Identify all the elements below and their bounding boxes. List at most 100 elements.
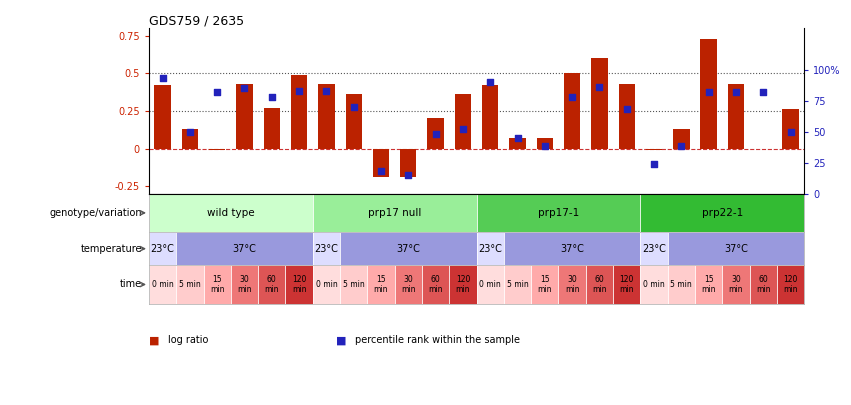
Bar	[176, 232, 313, 265]
Bar	[368, 265, 395, 304]
Bar	[258, 265, 285, 304]
Point	[320, 87, 334, 94]
Bar	[340, 265, 368, 304]
Text: time: time	[120, 279, 142, 290]
Bar	[504, 232, 641, 265]
Text: 15
min: 15 min	[210, 275, 225, 294]
Text: 60
min: 60 min	[756, 275, 770, 294]
Text: 60
min: 60 min	[428, 275, 443, 294]
Text: temperature: temperature	[81, 244, 142, 254]
Bar	[564, 73, 580, 149]
Point	[565, 94, 579, 100]
Point	[156, 75, 169, 81]
Bar	[537, 138, 553, 149]
Bar	[673, 129, 689, 149]
Text: 23°C: 23°C	[478, 244, 502, 254]
Text: 15
min: 15 min	[538, 275, 552, 294]
Bar	[149, 194, 312, 232]
Text: 15
min: 15 min	[374, 275, 388, 294]
Bar	[782, 109, 799, 149]
Text: ■: ■	[149, 335, 159, 345]
Text: 30
min: 30 min	[728, 275, 743, 294]
Bar	[346, 94, 362, 149]
Bar	[209, 149, 226, 150]
Point	[538, 143, 551, 150]
Text: log ratio: log ratio	[168, 335, 208, 345]
Bar	[477, 194, 640, 232]
Text: 23°C: 23°C	[643, 244, 666, 254]
Point	[265, 94, 278, 100]
Text: 5 min: 5 min	[506, 280, 528, 289]
Text: 120
min: 120 min	[455, 275, 470, 294]
Text: ■: ■	[336, 335, 346, 345]
Text: 23°C: 23°C	[151, 244, 174, 254]
Bar	[585, 265, 613, 304]
Point	[374, 168, 388, 175]
Bar	[291, 75, 307, 149]
Bar	[646, 149, 662, 150]
Bar	[176, 265, 203, 304]
Text: 60
min: 60 min	[592, 275, 607, 294]
Point	[483, 79, 497, 85]
Text: 5 min: 5 min	[343, 280, 364, 289]
Text: percentile rank within the sample: percentile rank within the sample	[355, 335, 520, 345]
Bar	[668, 265, 695, 304]
Bar	[427, 119, 443, 149]
Bar	[264, 108, 280, 149]
Text: 5 min: 5 min	[179, 280, 201, 289]
Bar	[203, 265, 231, 304]
Point	[210, 89, 224, 95]
Bar	[641, 265, 668, 304]
Bar	[728, 84, 744, 149]
Bar	[285, 265, 312, 304]
Point	[592, 84, 606, 90]
Bar	[777, 265, 804, 304]
Bar	[509, 138, 526, 149]
Bar	[504, 265, 531, 304]
Text: 60
min: 60 min	[265, 275, 279, 294]
Point	[183, 128, 197, 135]
Text: 120
min: 120 min	[783, 275, 797, 294]
Text: 0 min: 0 min	[316, 280, 337, 289]
Text: 23°C: 23°C	[315, 244, 339, 254]
Point	[729, 89, 743, 95]
Bar	[477, 232, 504, 265]
Bar	[231, 265, 258, 304]
Bar	[641, 232, 668, 265]
Bar	[558, 265, 585, 304]
Point	[620, 106, 633, 113]
Point	[784, 128, 797, 135]
Text: prp17 null: prp17 null	[368, 208, 421, 218]
Text: prp17-1: prp17-1	[538, 208, 579, 218]
Bar	[312, 194, 477, 232]
Bar	[312, 265, 340, 304]
Bar	[449, 265, 477, 304]
Bar	[591, 58, 608, 149]
Bar	[340, 232, 477, 265]
Point	[757, 89, 770, 95]
Point	[675, 143, 688, 150]
Bar	[454, 94, 471, 149]
Point	[648, 161, 661, 167]
Text: 30
min: 30 min	[237, 275, 252, 294]
Text: 37°C: 37°C	[560, 244, 584, 254]
Point	[702, 89, 716, 95]
Bar	[237, 84, 253, 149]
Bar	[477, 265, 504, 304]
Bar	[181, 129, 198, 149]
Bar	[318, 84, 334, 149]
Text: 37°C: 37°C	[397, 244, 420, 254]
Point	[402, 172, 415, 178]
Text: 120
min: 120 min	[620, 275, 634, 294]
Bar	[149, 232, 176, 265]
Bar	[722, 265, 750, 304]
Bar	[312, 232, 340, 265]
Bar	[149, 265, 176, 304]
Text: GDS759 / 2635: GDS759 / 2635	[149, 14, 244, 27]
Point	[429, 131, 443, 137]
Text: wild type: wild type	[207, 208, 254, 218]
Bar	[668, 232, 804, 265]
Text: 0 min: 0 min	[643, 280, 665, 289]
Bar	[619, 84, 635, 149]
Text: 5 min: 5 min	[671, 280, 692, 289]
